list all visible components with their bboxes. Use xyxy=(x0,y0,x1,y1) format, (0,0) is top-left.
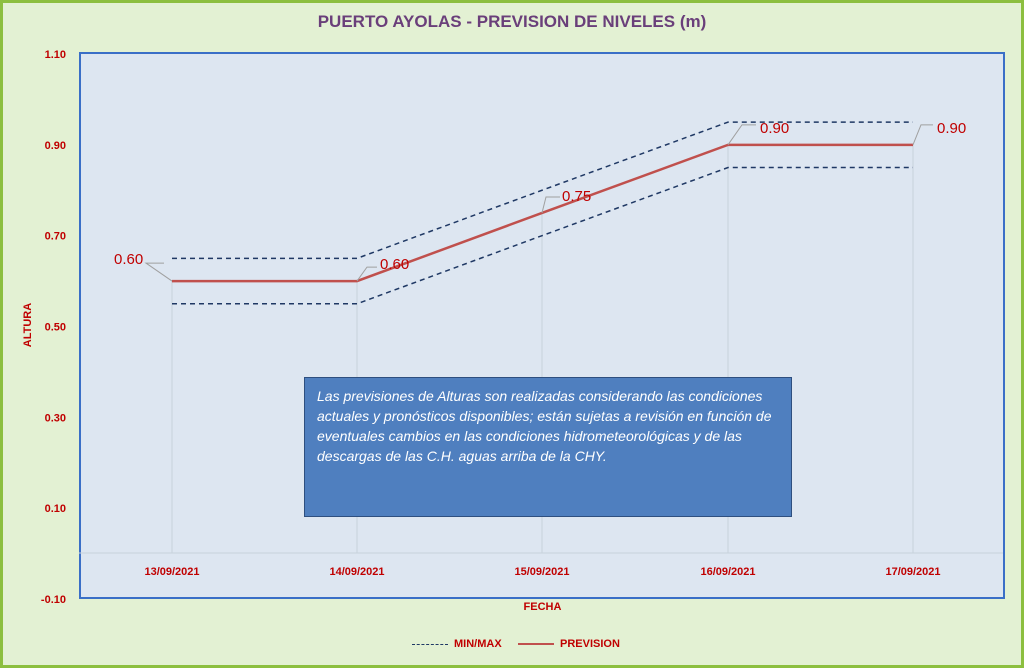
y-tick-label: 0.90 xyxy=(45,140,66,152)
data-label-leader xyxy=(727,124,756,146)
y-axis-label: ALTURA xyxy=(22,302,34,348)
legend-swatch-prevision xyxy=(518,643,554,645)
data-label-leader xyxy=(144,262,173,282)
y-tick-label: 0.50 xyxy=(45,322,66,334)
x-tick-label: 15/09/2021 xyxy=(514,566,569,578)
data-label: 0.60 xyxy=(380,256,409,273)
data-label: 0.90 xyxy=(937,120,966,137)
data-label-leader xyxy=(541,196,560,214)
y-tick-label: 1.10 xyxy=(45,49,66,61)
minmax-upper-line xyxy=(172,121,913,260)
legend-item-prevision: PREVISION xyxy=(518,638,620,650)
legend-label-prevision: PREVISION xyxy=(560,638,620,650)
x-tick-label: 13/09/2021 xyxy=(144,566,199,578)
y-tick-label: 0.10 xyxy=(45,503,66,515)
x-tick-label: 17/09/2021 xyxy=(885,566,940,578)
data-label-leader xyxy=(356,266,377,282)
data-label: 0.60 xyxy=(114,251,143,268)
chart-title: PUERTO AYOLAS - PREVISION DE NIVELES (m) xyxy=(317,12,707,31)
y-tick-label: -0.10 xyxy=(41,594,66,606)
data-label-leader xyxy=(912,124,933,146)
x-axis-label: FECHA xyxy=(523,601,562,613)
legend-item-minmax: MIN/MAX xyxy=(412,638,502,650)
y-tick-label: 0.70 xyxy=(45,231,66,243)
y-tick-label: 0.30 xyxy=(45,412,66,424)
x-tick-label: 16/09/2021 xyxy=(700,566,755,578)
data-label: 0.90 xyxy=(760,120,789,137)
legend-label-minmax: MIN/MAX xyxy=(454,638,502,650)
forecast-note: Las previsiones de Alturas son realizada… xyxy=(304,377,792,517)
minmax-lower-line xyxy=(172,166,913,305)
legend-swatch-minmax xyxy=(412,643,448,645)
data-label: 0.75 xyxy=(562,188,591,205)
x-tick-label: 14/09/2021 xyxy=(329,566,384,578)
